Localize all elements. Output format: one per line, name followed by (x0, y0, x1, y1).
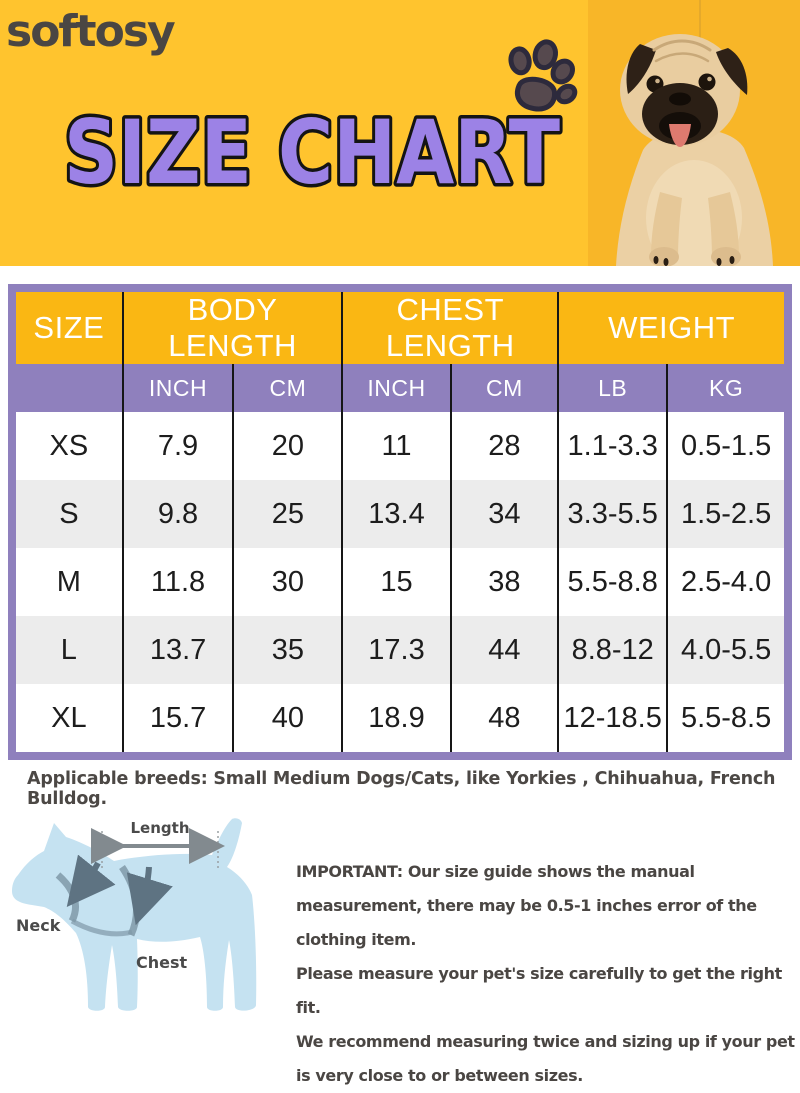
cell-value: 28 (449, 412, 559, 480)
header-chest-length: CHEST LENGTH (341, 292, 559, 364)
unit-body-cm: CM (232, 364, 343, 412)
cell-value: 12-18.5 (557, 684, 668, 752)
cell-value: 15 (341, 548, 451, 616)
cell-size: M (16, 548, 123, 616)
unit-chest-cm: CM (449, 364, 559, 412)
chest-label: Chest (136, 953, 188, 972)
table-row-xs: XS 7.9 20 11 28 1.1-3.3 0.5-1.5 (16, 412, 784, 480)
pug-photo (588, 0, 800, 266)
cell-size: XS (16, 412, 123, 480)
neck-label: Neck (16, 916, 61, 935)
cell-value: 30 (232, 548, 343, 616)
size-chart-title: SIZE CHART (61, 98, 564, 206)
cell-value: 48 (449, 684, 559, 752)
cell-value: 0.5-1.5 (666, 412, 784, 480)
brand-logo: softosy (6, 6, 176, 57)
cell-value: 8.8-12 (557, 616, 668, 684)
unit-weight-lb: LB (557, 364, 668, 412)
table-row-s: S 9.8 25 13.4 34 3.3-5.5 1.5-2.5 (16, 480, 784, 548)
cell-size: XL (16, 684, 123, 752)
cell-value: 2.5-4.0 (666, 548, 784, 616)
header-body-length: BODY LENGTH (121, 292, 343, 364)
cell-value: 15.7 (121, 684, 234, 752)
cell-value: 38 (449, 548, 559, 616)
cell-value: 3.3-5.5 (557, 480, 668, 548)
cell-value: 7.9 (121, 412, 234, 480)
unit-weight-kg: KG (666, 364, 784, 412)
cell-size: S (16, 480, 123, 548)
unit-body-inch: INCH (121, 364, 234, 412)
size-table: SIZE BODY LENGTH CHEST LENGTH WEIGHT INC… (16, 292, 784, 752)
cell-value: 13.7 (121, 616, 234, 684)
size-chart-title-text: SIZE CHART (64, 101, 560, 204)
cell-value: 44 (449, 616, 559, 684)
cell-value: 9.8 (121, 480, 234, 548)
header-weight: WEIGHT (557, 292, 784, 364)
table-unit-row: INCH CM INCH CM LB KG (16, 364, 784, 412)
cell-value: 35 (232, 616, 343, 684)
cell-value: 17.3 (341, 616, 451, 684)
dog-measurement-diagram: Length Neck Chest (12, 818, 257, 1011)
size-table-frame: SIZE BODY LENGTH CHEST LENGTH WEIGHT INC… (8, 284, 792, 760)
cell-value: 34 (449, 480, 559, 548)
cell-value: 40 (232, 684, 343, 752)
brand-banner: softosy SIZE CHART (0, 0, 800, 266)
cell-value: 1.1-3.3 (557, 412, 668, 480)
table-header-row: SIZE BODY LENGTH CHEST LENGTH WEIGHT (16, 292, 784, 364)
cell-value: 5.5-8.5 (666, 684, 784, 752)
cell-value: 20 (232, 412, 343, 480)
bottom-section: Length Neck Chest IMPORTANT: Our size gu… (0, 809, 800, 1093)
cell-value: 11.8 (121, 548, 234, 616)
cell-value: 25 (232, 480, 343, 548)
cell-value: 4.0-5.5 (666, 616, 784, 684)
table-row-xl: XL 15.7 40 18.9 48 12-18.5 5.5-8.5 (16, 684, 784, 752)
cell-value: 13.4 (341, 480, 451, 548)
cell-size: L (16, 616, 123, 684)
important-note: IMPORTANT: Our size guide shows the manu… (296, 862, 795, 1085)
unit-blank (16, 364, 123, 412)
table-row-l: L 13.7 35 17.3 44 8.8-12 4.0-5.5 (16, 616, 784, 684)
length-label: Length (131, 819, 190, 837)
cell-value: 18.9 (341, 684, 451, 752)
unit-chest-inch: INCH (341, 364, 451, 412)
cell-value: 1.5-2.5 (666, 480, 784, 548)
header-size: SIZE (16, 292, 123, 364)
cell-value: 5.5-8.8 (557, 548, 668, 616)
paw-print-icon (508, 39, 578, 112)
applicable-breeds-note: Applicable breeds: Small Medium Dogs/Cat… (27, 769, 776, 809)
table-row-m: M 11.8 30 15 38 5.5-8.8 2.5-4.0 (16, 548, 784, 616)
cell-value: 11 (341, 412, 451, 480)
